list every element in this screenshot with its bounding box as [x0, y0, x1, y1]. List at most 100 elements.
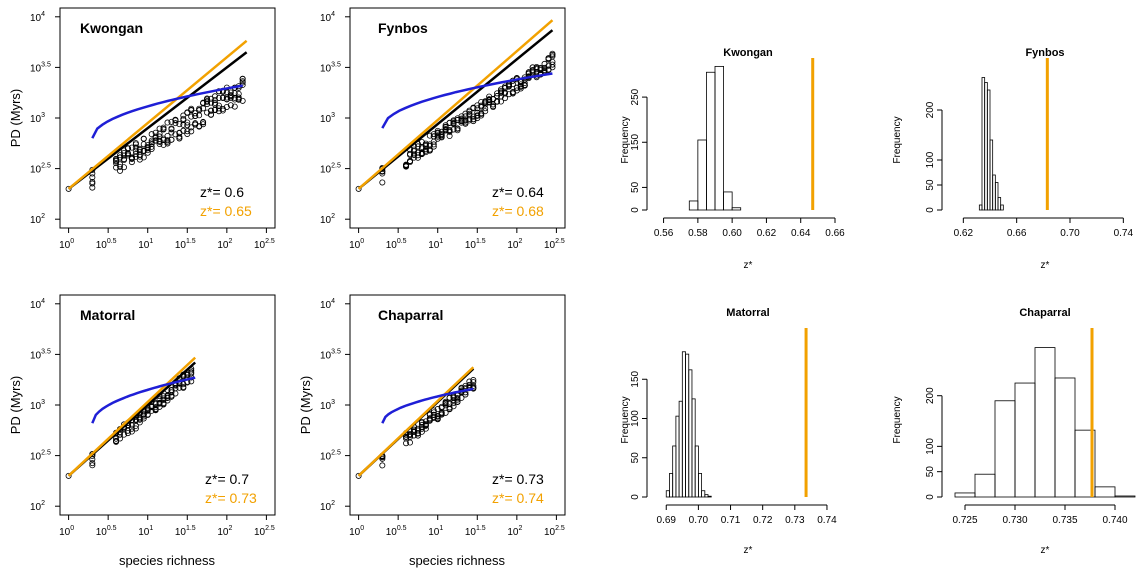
data-point	[521, 81, 528, 88]
data-point	[454, 399, 461, 406]
y-tick-label: 150	[630, 370, 641, 387]
histogram-bar	[978, 204, 983, 211]
data-point	[517, 85, 524, 92]
y-tick-label: 103	[320, 399, 335, 412]
data-point	[549, 53, 556, 60]
data-point	[438, 409, 445, 416]
data-point	[438, 128, 445, 135]
x-tick-label: 100.5	[386, 525, 407, 538]
data-point	[120, 164, 127, 171]
data-point	[172, 390, 179, 397]
data-point	[410, 148, 417, 155]
data-point	[168, 136, 175, 143]
histogram-bar	[994, 400, 1016, 498]
x-axis-label: z*	[744, 260, 753, 271]
fit-line-orange	[67, 39, 248, 190]
data-point	[231, 90, 238, 97]
data-point	[156, 396, 163, 403]
data-point	[188, 128, 195, 135]
x-tick-label: 102	[217, 238, 232, 251]
data-point	[180, 384, 187, 391]
histogram-bar	[974, 473, 996, 498]
data-point	[136, 146, 143, 153]
histogram-bar	[1014, 382, 1036, 498]
data-point	[89, 451, 96, 458]
x-tick-label: 0.70	[689, 515, 709, 526]
data-point	[148, 137, 155, 144]
data-point	[140, 148, 147, 155]
data-point	[403, 435, 410, 442]
data-point	[176, 121, 183, 128]
x-tick-label: 101	[428, 525, 443, 538]
z-annotation-black: z*= 0.64	[492, 184, 544, 200]
data-point	[188, 367, 195, 374]
x-tick-label: 0.60	[722, 228, 742, 239]
data-point	[215, 102, 222, 109]
data-point	[426, 142, 433, 149]
data-point	[529, 67, 536, 74]
y-tick-label: 102	[320, 213, 335, 226]
data-point	[454, 125, 461, 132]
data-point	[180, 112, 187, 119]
data-point	[474, 105, 481, 112]
x-tick-label: 101.5	[175, 238, 196, 251]
x-axis-label: z*	[1041, 545, 1050, 556]
y-tick-label: 103	[30, 399, 45, 412]
y-tick-label: 200	[925, 101, 936, 118]
data-point	[128, 425, 135, 432]
y-tick-label: 104	[30, 298, 45, 311]
x-tick-label: 0.58	[688, 228, 708, 239]
histogram-bar	[1094, 486, 1116, 498]
data-point	[144, 407, 151, 414]
y-tick-label: 103.5	[30, 348, 51, 361]
z-annotation-orange: z*= 0.74	[492, 490, 544, 506]
histogram-bar	[707, 495, 712, 498]
data-point	[188, 105, 195, 112]
data-point	[414, 430, 421, 437]
data-point	[450, 393, 457, 400]
data-point	[470, 382, 477, 389]
x-tick-label: 101	[138, 525, 153, 538]
data-point	[132, 141, 139, 148]
data-point	[462, 117, 469, 124]
data-point	[117, 161, 124, 168]
data-point	[148, 143, 155, 150]
data-point	[140, 411, 147, 418]
data-point	[156, 138, 163, 145]
data-point	[442, 400, 449, 407]
x-tick-label: 100	[59, 525, 74, 538]
data-point	[180, 127, 187, 134]
data-point	[148, 407, 155, 414]
data-point	[470, 113, 477, 120]
data-point	[482, 108, 489, 115]
data-point	[164, 137, 171, 144]
panel-title: Chaparral	[378, 307, 443, 323]
data-point	[152, 407, 159, 414]
data-point	[470, 118, 477, 125]
data-point	[517, 81, 524, 88]
x-tick-label: 0.70	[1060, 228, 1080, 239]
x-tick-label: 102.5	[544, 238, 565, 251]
histogram-panel-chaparral: Chaparral Frequency z* 0.725 0.730 0.735 0.…	[892, 307, 1136, 556]
data-point	[184, 128, 191, 135]
z-annotation-orange: z*= 0.65	[200, 203, 252, 219]
data-point	[128, 159, 135, 166]
histogram-bar	[691, 398, 696, 498]
data-point	[403, 440, 410, 447]
data-point	[426, 417, 433, 424]
data-point	[430, 411, 437, 418]
data-point	[478, 112, 485, 119]
data-point	[549, 64, 556, 71]
data-point	[235, 90, 242, 97]
data-point	[450, 403, 457, 410]
data-point	[434, 415, 441, 422]
histogram-bar	[1074, 429, 1096, 498]
data-point	[231, 103, 238, 110]
data-point	[215, 94, 222, 101]
data-point	[379, 462, 386, 469]
y-axis-label: PD (Myrs)	[8, 89, 23, 148]
data-point	[192, 113, 199, 120]
data-point	[466, 381, 473, 388]
panel-title: Fynbos	[378, 20, 428, 36]
data-point	[128, 428, 135, 435]
